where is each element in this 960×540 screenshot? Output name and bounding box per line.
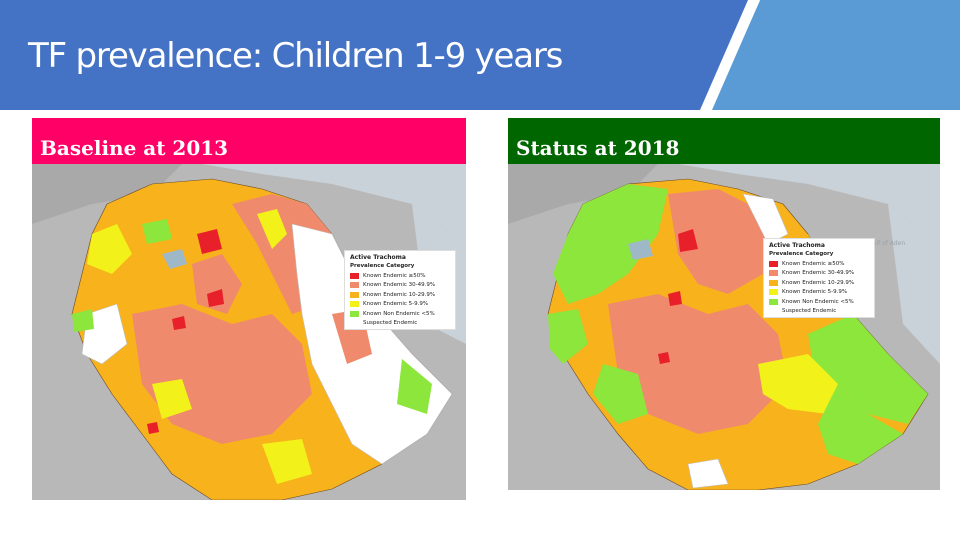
legend-row: Known Non Endemic <5% [769, 297, 869, 307]
baseline-map[interactable]: Active Trachoma Prevalence Category Know… [32, 164, 466, 500]
legend-label: Known Endemic 10-29.9% [782, 279, 855, 286]
legend-swatch [769, 298, 778, 305]
legend-row: Known Endemic 30-49.9% [350, 281, 450, 291]
legend-swatch [769, 270, 778, 277]
banner-divider [706, 0, 760, 110]
legend-label: Known Endemic 5-9.9% [782, 289, 848, 296]
accent-band [712, 0, 960, 110]
status-label: Status at 2018 [508, 118, 940, 164]
status-legend: Active Trachoma Prevalence Category Know… [763, 238, 875, 318]
legend-row: Known Endemic 5-9.9% [769, 288, 869, 298]
baseline-map-graphic [32, 164, 466, 500]
slide-title: TF prevalence: Children 1-9 years [28, 36, 563, 76]
legend-label: Known Endemic 10-29.9% [363, 291, 436, 298]
legend-swatch [350, 320, 359, 326]
legend-label: Known Endemic ≥50% [363, 272, 426, 279]
legend-label: Known Non Endemic <5% [782, 298, 854, 305]
legend-swatch [350, 282, 359, 289]
legend-subtitle: Prevalence Category [769, 251, 834, 257]
baseline-label: Baseline at 2013 [32, 118, 466, 164]
legend-swatch [350, 291, 359, 298]
legend-label: Known Endemic 5-9.9% [363, 301, 429, 308]
legend-row: Known Endemic 10-29.9% [769, 278, 869, 288]
legend-label: Known Endemic 30-49.9% [782, 270, 855, 277]
legend-row: Known Endemic ≥50% [769, 259, 869, 269]
legend-label: Suspected Endemic [782, 308, 837, 315]
legend-swatch [350, 301, 359, 308]
title-band [0, 0, 748, 110]
legend-swatch [769, 260, 778, 267]
legend-swatch [769, 289, 778, 296]
legend-row: Known Endemic 30-49.9% [769, 269, 869, 279]
legend-swatch [769, 308, 778, 314]
legend-row: Known Non Endemic <5% [350, 309, 450, 319]
legend-row: Suspected Endemic [350, 319, 450, 329]
legend-title: Active Trachoma [769, 242, 825, 249]
legend-row: Known Endemic 5-9.9% [350, 300, 450, 310]
banner-shapes [0, 0, 960, 110]
legend-label: Suspected Endemic [363, 320, 418, 327]
status-map[interactable]: Gulf of Aden Active Trachoma Prevalence … [508, 164, 940, 490]
baseline-legend: Active Trachoma Prevalence Category Know… [344, 250, 456, 330]
legend-label: Known Endemic ≥50% [782, 260, 845, 267]
legend-row: Known Endemic ≥50% [350, 271, 450, 281]
legend-label: Known Endemic 30-49.9% [363, 282, 436, 289]
legend-title: Active Trachoma [350, 254, 406, 261]
legend-row: Known Endemic 10-29.9% [350, 290, 450, 300]
legend-swatch [350, 272, 359, 279]
legend-label: Known Non Endemic <5% [363, 310, 435, 317]
legend-subtitle: Prevalence Category [350, 263, 415, 269]
legend-row: Suspected Endemic [769, 307, 869, 317]
status-map-graphic [508, 164, 940, 490]
gulf-of-aden-label: Gulf of Aden [868, 240, 906, 247]
legend-swatch [350, 310, 359, 317]
legend-swatch [769, 279, 778, 286]
title-banner: TF prevalence: Children 1-9 years [0, 0, 960, 110]
